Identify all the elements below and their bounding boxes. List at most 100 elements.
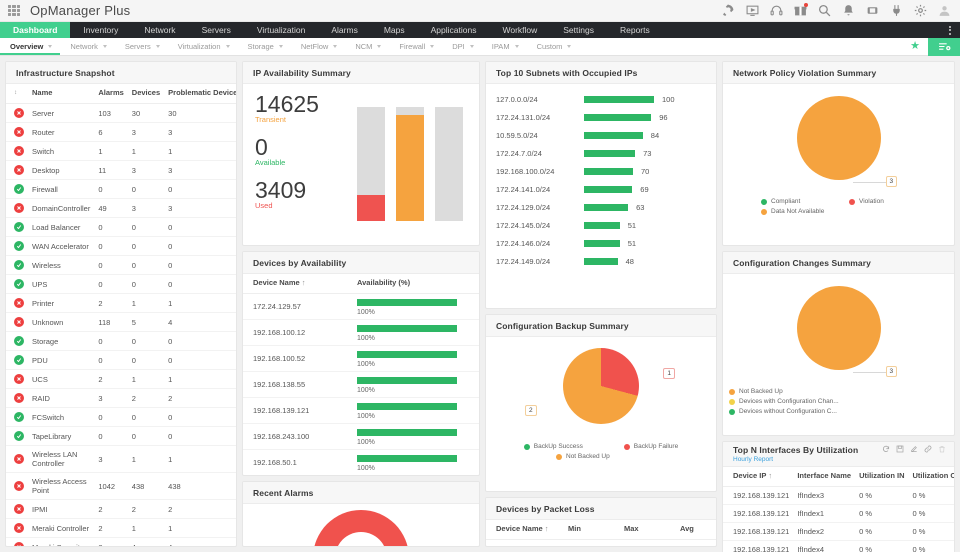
nav-item-inventory[interactable]: Inventory — [83, 25, 119, 35]
subnav-item-ipam[interactable]: IPAM — [482, 38, 527, 55]
subnet-row[interactable]: 172.24.129.0/24 63 — [486, 198, 716, 216]
table-row[interactable]: PDU 0 0 0 — [6, 350, 236, 370]
col-max[interactable]: Max — [620, 520, 676, 540]
nav-item-reports[interactable]: Reports — [619, 25, 650, 35]
rocket-icon[interactable] — [722, 4, 735, 17]
col-alarms[interactable]: Alarms — [94, 84, 128, 104]
subnav-item-storage[interactable]: Storage — [238, 38, 291, 55]
subnav-item-dpi[interactable]: DPI — [442, 38, 482, 55]
table-row[interactable]: Wireless Access Point 1042 438 438 — [6, 472, 236, 500]
legend-compliant[interactable]: Compliant — [761, 198, 839, 205]
edit-icon[interactable] — [910, 445, 918, 453]
col-avg[interactable]: Avg — [676, 520, 716, 540]
search-icon[interactable] — [818, 4, 831, 17]
refresh-icon[interactable] — [882, 445, 890, 453]
legend-backup-success[interactable]: BackUp Success — [523, 443, 614, 450]
table-row[interactable]: Wireless 0 0 0 — [6, 255, 236, 275]
table-row[interactable]: Router 6 3 3 — [6, 122, 236, 142]
nav-item-virtualization[interactable]: Virtualization — [256, 25, 306, 35]
table-row[interactable]: 192.168.139.121 IfIndex1 0 % 0 % — [723, 504, 954, 523]
table-row[interactable]: 192.168.139.121 IfIndex2 0 % 0 % — [723, 522, 954, 541]
legend-not-backed-up[interactable]: Not Backed Up — [729, 388, 839, 395]
gift-icon[interactable] — [794, 3, 808, 17]
subnav-item-firewall[interactable]: Firewall — [389, 38, 442, 55]
subnav-item-netflow[interactable]: NetFlow — [291, 38, 346, 55]
table-row[interactable]: Unknown 118 5 4 — [6, 312, 236, 332]
table-row[interactable]: Server 103 30 30 — [6, 103, 236, 123]
subnet-row[interactable]: 172.24.145.0/24 51 — [486, 216, 716, 234]
table-row[interactable]: 192.168.100.52 100% — [243, 345, 479, 372]
table-row[interactable]: Firewall 0 0 0 — [6, 179, 236, 199]
subnav-item-network[interactable]: Network — [60, 38, 115, 55]
col-device-name[interactable]: Device Name ↑ — [243, 274, 353, 294]
col-status[interactable]: ↕ — [6, 84, 28, 104]
table-row[interactable]: Desktop 11 3 3 — [6, 160, 236, 180]
table-row[interactable]: UPS 0 0 0 — [6, 274, 236, 294]
col-interface-name[interactable]: Interface Name — [793, 467, 856, 487]
table-row[interactable]: Storage 0 0 0 — [6, 331, 236, 351]
table-row[interactable]: 192.168.139.121 IfIndex4 0 % 0 % — [723, 540, 954, 552]
nav-item-applications[interactable]: Applications — [430, 25, 477, 35]
nav-item-network[interactable]: Network — [144, 25, 176, 35]
table-row[interactable]: 192.168.50.1 100% — [243, 449, 479, 475]
table-row[interactable]: 192.168.243.100 100% — [243, 423, 479, 450]
link-icon[interactable] — [924, 445, 932, 453]
table-row[interactable]: RAID 3 2 2 — [6, 388, 236, 408]
app-grid-icon[interactable] — [8, 4, 20, 17]
subnet-row[interactable]: 172.24.131.0/24 96 — [486, 108, 716, 126]
table-row[interactable]: Printer 2 1 1 — [6, 293, 236, 313]
nav-item-dashboard[interactable]: Dashboard — [0, 22, 71, 38]
table-row[interactable]: Meraki Security844 — [6, 537, 236, 546]
save-icon[interactable] — [896, 445, 904, 453]
bell-icon[interactable] — [842, 4, 855, 17]
col-devices[interactable]: Devices — [127, 84, 165, 104]
nav-item-workflow[interactable]: Workflow — [502, 25, 538, 35]
screen-play-icon[interactable] — [746, 4, 759, 17]
col-name[interactable]: Name — [28, 84, 95, 104]
table-row[interactable]: UCS 2 1 1 — [6, 369, 236, 389]
nav-item-maps[interactable]: Maps — [383, 25, 405, 35]
table-row[interactable]: 192.168.100.12 100% — [243, 319, 479, 346]
devices-icon[interactable] — [866, 4, 879, 17]
table-row[interactable]: FCSwitch 0 0 0 — [6, 407, 236, 427]
subnav-item-ncm[interactable]: NCM — [345, 38, 389, 55]
legend-backup-failure[interactable]: BackUp Failure — [623, 443, 678, 450]
table-row[interactable]: Meraki Controller 2 1 1 — [6, 518, 236, 538]
favorite-star-icon[interactable]: ★ — [910, 40, 920, 52]
legend-not-backed-up[interactable]: Not Backed Up — [556, 453, 646, 460]
col-availability[interactable]: Availability (%) — [353, 274, 479, 294]
col-problematic[interactable]: Problematic Devices — [164, 84, 236, 104]
subnet-row[interactable]: 10.59.5.0/24 84 — [486, 126, 716, 144]
subnet-row[interactable]: 172.24.7.0/24 73 — [486, 144, 716, 162]
col-device-ip[interactable]: Device IP ↑ — [723, 467, 794, 487]
table-row[interactable]: 172.24.129.57 100% — [243, 293, 479, 320]
legend-violation[interactable]: Violation — [849, 198, 884, 205]
nav-item-settings[interactable]: Settings — [563, 25, 594, 35]
subnet-row[interactable]: 127.0.0.0/24 100 — [486, 90, 716, 108]
gear-icon[interactable] — [914, 4, 927, 17]
table-row[interactable]: IPMI 2 2 2 — [6, 499, 236, 519]
subnet-row[interactable]: 172.24.141.0/24 69 — [486, 180, 716, 198]
subnav-item-servers[interactable]: Servers — [115, 38, 168, 55]
subnet-row[interactable]: 172.24.149.0/24 48 — [486, 252, 716, 270]
user-avatar-icon[interactable] — [938, 4, 951, 17]
nav-item-alarms[interactable]: Alarms — [331, 25, 358, 35]
table-row[interactable]: DomainController 49 3 3 — [6, 198, 236, 218]
subnet-row[interactable]: 192.168.100.0/24 70 — [486, 162, 716, 180]
dashboard-settings-button[interactable] — [928, 37, 960, 56]
col-utilization-out[interactable]: Utilization OUT — [908, 467, 954, 487]
col-device-name[interactable]: Device Name ↑ — [486, 520, 564, 540]
overflow-menu-icon[interactable] — [940, 22, 960, 38]
nav-item-servers[interactable]: Servers — [201, 25, 231, 35]
col-min[interactable]: Min — [564, 520, 620, 540]
table-row[interactable]: Switch 1 1 1 — [6, 141, 236, 161]
legend-devices-with-changes[interactable]: Devices with Configuration Chan... — [729, 398, 839, 405]
table-row[interactable]: WAN Accelerator 0 0 0 — [6, 236, 236, 256]
subnav-item-overview[interactable]: Overview — [0, 38, 60, 55]
table-row[interactable]: 192.168.139.121 100% — [243, 397, 479, 424]
legend-data-not-available[interactable]: Data Not Available — [761, 208, 839, 215]
table-row[interactable]: Load Balancer 0 0 0 — [6, 217, 236, 237]
plug-icon[interactable] — [890, 4, 903, 17]
table-row[interactable]: Wireless LAN Controller 3 1 1 — [6, 445, 236, 473]
col-utilization-in[interactable]: Utilization IN — [855, 467, 909, 487]
